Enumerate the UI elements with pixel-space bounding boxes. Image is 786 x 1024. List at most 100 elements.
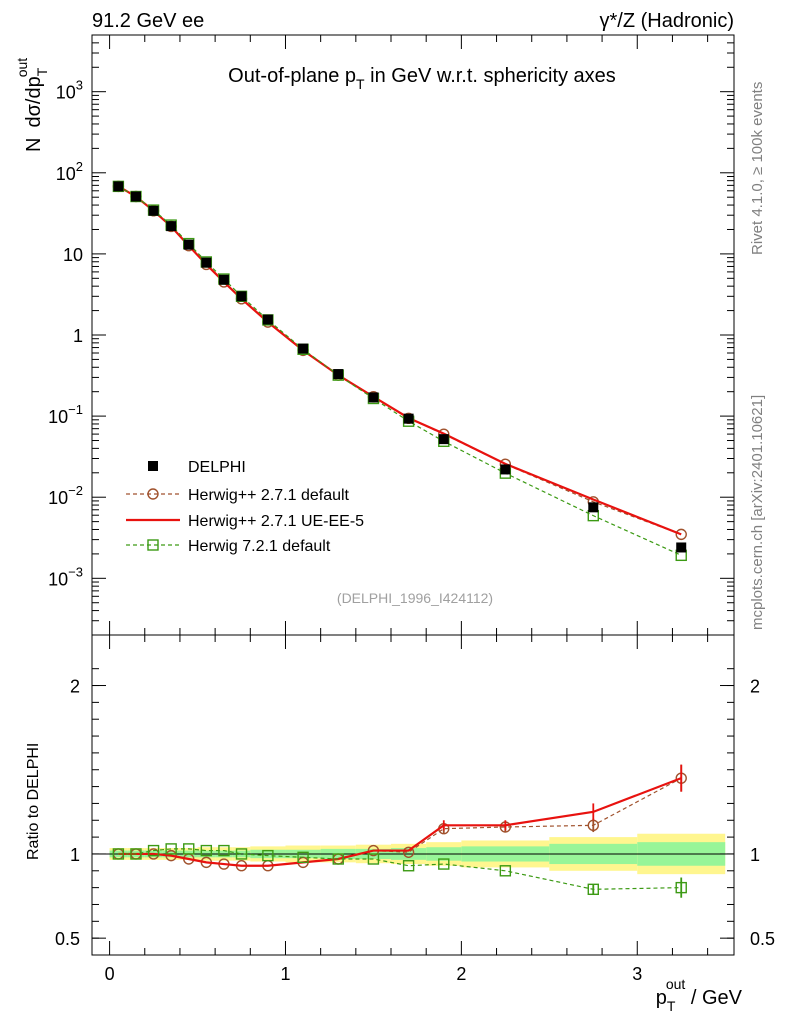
data-point-delphi [130,191,141,202]
legend-label-herwig-default: Herwig++ 2.7.1 default [188,487,350,504]
ratio-point-herwig7 [147,844,160,857]
legend-marker-herwig7 [147,539,159,551]
ratio-point-herwig7 [587,883,599,896]
data-point-delphi [113,181,124,192]
data-point-delphi [183,239,194,250]
ratio-point-herwig7 [675,881,687,894]
data-point-delphi [500,464,511,475]
ratio-y-axis-label: Ratio to DELPHI [25,743,42,860]
y-axis-label-main: dσ/dp [23,76,45,127]
data-point-delphi [262,314,273,325]
ratio-point-herwig7 [112,848,125,860]
plot-title-main: Out-of-plane p [228,65,356,87]
ratio-series-line-1 [118,777,682,867]
ratio-plot-frame [91,634,735,956]
legend-label-herwig-ueee5: Herwig++ 2.7.1 UE-EE-5 [188,513,364,530]
x-tick-label: 2 [456,964,466,984]
y-tick-label-exp: −3 [68,564,83,579]
ratio-series-line-2 [118,848,682,890]
x-axis-label-rest: / GeV [685,987,742,1009]
header-energy-label: 91.2 GeV ee [92,10,204,32]
data-point-delphi [148,205,159,216]
series-line-0 [118,185,682,535]
ratio-point-herwig7 [165,843,177,855]
data-point-delphi [438,434,449,445]
plot-title-sub: T [356,76,365,92]
ratio-point-herwig-default [402,846,415,858]
data-point-delphi [218,274,229,285]
y-tick-label-base: 10 [56,164,76,184]
x-tick-label: 1 [280,964,290,984]
y-tick-label-exp: 2 [76,159,83,174]
x-tick-label: 0 [105,964,115,984]
ratio-point-herwig7 [200,844,213,857]
y-tick-label-base: 10 [48,569,68,589]
y-tick-label-base: 10 [48,407,68,427]
y-tick-label-base: 10 [48,488,68,508]
data-point-delphi [368,392,379,403]
ratio-point-herwig7 [218,844,230,857]
ratio-point-herwig7 [262,849,274,862]
y-axis-label: Ndσ/dpTout [14,58,50,152]
rivet-version-label: Rivet 4.1.0, ≥ 100k events [749,82,766,255]
ratio-tick-label-right: 2 [750,677,760,697]
plot-title: Out-of-plane pT in GeV w.r.t. sphericity… [228,65,616,92]
y-tick-label-exp: −2 [68,483,83,498]
data-point-delphi [236,291,247,302]
y-tick-label: 10−2 [48,483,83,508]
x-axis-label-sup: out [666,976,686,992]
y-axis-label-sup: out [14,58,30,78]
analysis-id-label: (DELPHI_1996_I424112) [337,590,493,606]
x-axis-label-main: p [656,987,667,1009]
y-tick-label: 103 [56,78,83,103]
y-axis-label-n: N [23,138,45,152]
data-point-delphi [403,413,414,424]
header-process-label: γ*/Z (Hadronic) [600,10,734,32]
data-point-delphi [676,542,687,553]
series-line-2 [118,185,682,556]
y-tick-label: 102 [56,159,83,184]
ratio-point-herwig7 [332,853,344,865]
legend-label-herwig7: Herwig 7.2.1 default [188,538,331,555]
series-point-herwig-default [675,528,687,541]
y-tick-label-base: 10 [56,83,76,103]
series-line-1 [117,185,682,536]
y-tick-label-exp: 3 [76,78,83,93]
ratio-tick-label-right: 0.5 [750,929,775,949]
data-point-delphi [298,343,309,354]
ratio-tick-label-left: 2 [70,677,80,697]
y-tick-label: 10−1 [48,402,83,427]
ratio-tick-label-left: 1 [70,845,80,865]
x-axis-label: pTout / GeV [656,976,743,1014]
ratio-point-herwig7 [499,865,512,877]
ratio-point-herwig7 [235,848,248,860]
ratio-point-herwig-default [587,819,599,832]
data-point-delphi [588,502,599,513]
y-tick-label: 1 [73,326,83,346]
ratio-point-herwig7 [183,843,195,855]
x-tick-label: 3 [632,964,642,984]
legend: DELPHI Herwig++ 2.7.1 default Herwig++ 2… [126,459,364,555]
legend-marker-herwig-default [147,488,159,500]
ratio-point-herwig7 [402,860,415,872]
mcplots-label: mcplots.cern.ch [arXiv:2401.10621] [749,395,766,630]
y-tick-label: 10−3 [48,564,83,589]
ratio-tick-label-right: 1 [750,845,760,865]
y-tick-label: 10 [63,245,83,265]
legend-label-delphi: DELPHI [188,459,246,476]
ratio-point-herwig7 [438,858,450,870]
data-point-delphi [333,369,344,380]
data-point-delphi [201,257,212,268]
x-axis-label-sub: T [667,998,676,1014]
data-point-delphi [166,221,177,232]
ratio-point-herwig7 [130,848,142,860]
legend-marker-delphi [148,461,158,471]
ratio-tick-label-left: 0.5 [55,929,80,949]
plot-title-rest: in GeV w.r.t. sphericity axes [365,65,616,87]
y-axis-label-sub: T [34,67,50,76]
ratio-point-herwig7 [367,853,380,865]
y-tick-label-exp: −1 [68,402,83,417]
ratio-point-herwig7 [297,851,309,864]
